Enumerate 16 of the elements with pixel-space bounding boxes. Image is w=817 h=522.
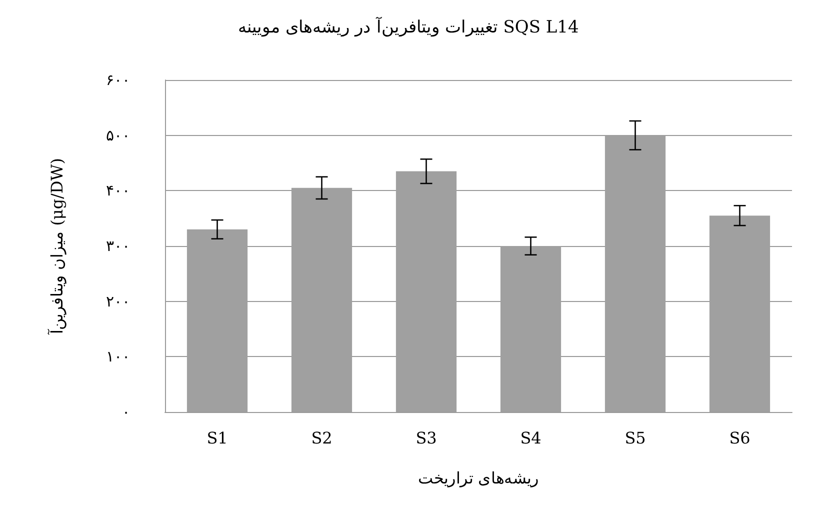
x-tick-label: S4: [520, 428, 542, 448]
y-tick-label: ۴۰۰: [106, 182, 130, 200]
x-axis-title: ریشه‌های تراریخت: [418, 468, 540, 488]
y-tick-label: ۶۰۰: [106, 71, 130, 89]
y-tick-label: ۲۰۰: [106, 292, 130, 310]
y-tick-label: ۱۰۰: [106, 348, 130, 366]
x-tick-label: S5: [624, 428, 646, 448]
x-tick-label: S2: [311, 428, 332, 448]
chart-title: تغییرات ویتافرین‌آ در ریشه‌های مویینه SQS L14: [238, 16, 579, 38]
x-tick-label: S1: [206, 428, 228, 448]
y-tick-label: ۰: [122, 403, 130, 421]
y-tick-label: ۵۰۰: [106, 126, 130, 144]
y-axis-title: میزان ویتافرین‌آ (μg/DW): [46, 158, 66, 335]
y-tick-label: ۳۰۰: [106, 237, 130, 255]
x-tick-label: S6: [729, 428, 750, 448]
x-tick-label: S3: [416, 428, 437, 448]
